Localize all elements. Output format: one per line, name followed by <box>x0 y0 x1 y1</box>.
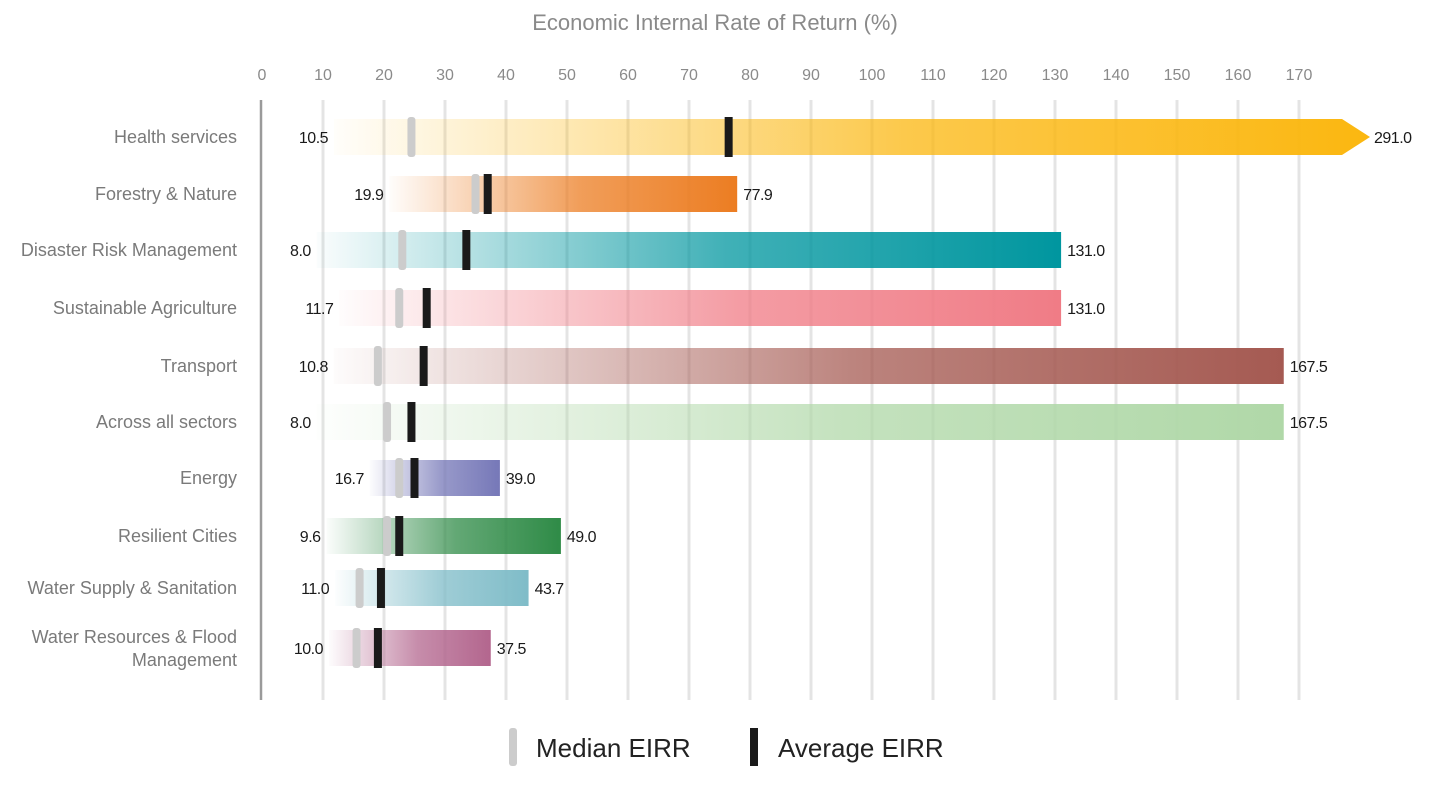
max-value-label: 49.0 <box>567 529 597 546</box>
median-marker <box>355 568 364 608</box>
range-bar <box>335 570 529 606</box>
x-tick-label: 70 <box>680 67 698 84</box>
max-value-label: 131.0 <box>1067 243 1105 260</box>
min-value-label: 11.7 <box>305 301 334 318</box>
x-tick-label: 40 <box>497 67 515 84</box>
min-value-label: 10.8 <box>299 359 329 376</box>
min-value-label: 10.5 <box>299 130 329 147</box>
max-value-label: 43.7 <box>535 581 565 598</box>
category-label: Water Supply & Sanitation <box>28 578 237 598</box>
x-axis-ticks: 0 10 20 30 40 50 60 70 80 90 100 110 120 130 140 150 160… <box>258 67 1313 84</box>
x-tick-label: 110 <box>920 67 946 84</box>
x-tick-label: 90 <box>802 67 820 84</box>
x-tick-label: 10 <box>314 67 332 84</box>
category-label: Sustainable Agriculture <box>53 298 237 318</box>
median-marker <box>352 628 361 668</box>
max-value-label: 131.0 <box>1067 301 1105 318</box>
legend: Median EIRR Average EIRR <box>509 728 944 766</box>
min-value-label: 9.6 <box>300 529 321 546</box>
median-marker <box>398 230 407 270</box>
x-tick-label: 170 <box>1286 67 1313 84</box>
x-tick-label: 30 <box>436 67 454 84</box>
min-value-label: 10.0 <box>294 641 324 658</box>
range-bar <box>326 518 561 554</box>
average-marker <box>395 516 404 556</box>
median-marker <box>395 458 404 498</box>
max-value-label: 39.0 <box>506 471 536 488</box>
median-marker <box>407 117 416 157</box>
min-value-label: 8.0 <box>290 243 311 260</box>
average-marker <box>483 174 492 214</box>
x-tick-label: 150 <box>1164 67 1191 84</box>
category-label: Resilient Cities <box>118 526 237 546</box>
max-value-label: 77.9 <box>743 187 773 204</box>
min-value-label: 11.0 <box>301 581 330 598</box>
x-tick-label: 20 <box>375 67 393 84</box>
max-value-label: 291.0 <box>1374 130 1412 147</box>
average-marker <box>462 230 471 270</box>
category-label: Disaster Risk Management <box>21 240 237 260</box>
min-value-label: 19.9 <box>354 187 384 204</box>
range-bar <box>339 290 1062 326</box>
median-marker <box>471 174 480 214</box>
average-marker <box>376 568 385 608</box>
max-value-label: 167.5 <box>1290 359 1328 376</box>
legend-average-marker <box>750 728 758 766</box>
average-marker <box>724 117 733 157</box>
median-marker <box>383 516 392 556</box>
min-value-label: 8.0 <box>290 415 311 432</box>
range-bar <box>316 404 1284 440</box>
max-value-label: 167.5 <box>1290 415 1328 432</box>
max-value-label: 37.5 <box>497 641 527 658</box>
bars: Health services 10.5 291.0 Forestry & Natur… <box>21 117 1413 670</box>
x-tick-label: 60 <box>619 67 637 84</box>
legend-average-label: Average EIRR <box>778 733 944 763</box>
legend-median-label: Median EIRR <box>536 733 691 763</box>
chart-title: Economic Internal Rate of Return (%) <box>532 10 898 35</box>
median-marker <box>383 402 392 442</box>
average-marker <box>373 628 382 668</box>
category-label: Transport <box>161 356 237 376</box>
x-tick-label: 0 <box>258 67 267 84</box>
x-tick-label: 160 <box>1225 67 1252 84</box>
average-marker <box>419 346 428 386</box>
average-marker <box>407 402 416 442</box>
category-label: Energy <box>180 468 237 488</box>
x-tick-label: 100 <box>859 67 886 84</box>
x-tick-label: 140 <box>1103 67 1130 84</box>
average-marker <box>410 458 419 498</box>
range-bar <box>333 348 1284 384</box>
range-bar <box>389 176 738 212</box>
x-tick-label: 50 <box>558 67 576 84</box>
median-marker <box>395 288 404 328</box>
range-bar <box>369 460 500 496</box>
average-marker <box>422 288 431 328</box>
range-bar <box>316 232 1062 268</box>
min-value-label: 16.7 <box>335 471 365 488</box>
x-tick-label: 130 <box>1042 67 1069 84</box>
category-label: Water Resources & Flood Management <box>32 627 237 670</box>
legend-median-marker <box>509 728 517 766</box>
median-marker <box>373 346 382 386</box>
category-label: Health services <box>114 127 237 147</box>
category-label: Forestry & Nature <box>95 184 237 204</box>
x-tick-label: 80 <box>741 67 759 84</box>
category-label: Across all sectors <box>96 412 237 432</box>
range-bar <box>334 119 1370 155</box>
x-tick-label: 120 <box>981 67 1008 84</box>
